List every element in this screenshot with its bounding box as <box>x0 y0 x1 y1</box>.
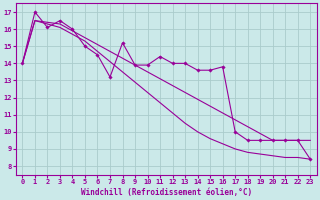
X-axis label: Windchill (Refroidissement éolien,°C): Windchill (Refroidissement éolien,°C) <box>81 188 252 197</box>
